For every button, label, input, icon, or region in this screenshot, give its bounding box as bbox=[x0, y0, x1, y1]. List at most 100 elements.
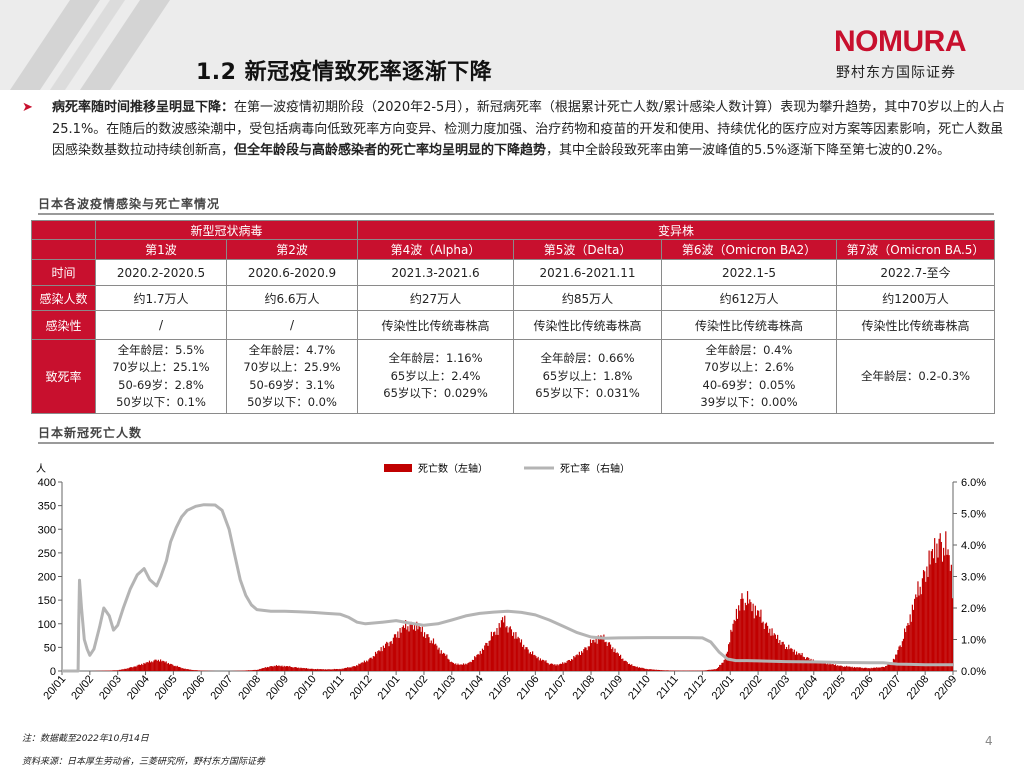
death-bar bbox=[765, 622, 768, 671]
fatality-line: 70岁以上：25.1% bbox=[112, 360, 210, 374]
death-bar bbox=[891, 662, 893, 671]
death-bar bbox=[625, 660, 627, 671]
death-bar bbox=[286, 666, 289, 671]
death-bar bbox=[323, 669, 325, 671]
x-tick-label: 20/01 bbox=[41, 673, 68, 702]
death-bar bbox=[878, 667, 880, 671]
death-bar bbox=[632, 665, 634, 671]
table-cell: 约1.7万人 bbox=[95, 285, 227, 311]
death-bar bbox=[466, 664, 468, 671]
death-bar bbox=[553, 664, 555, 671]
death-bar bbox=[506, 626, 508, 671]
death-bar bbox=[654, 669, 656, 671]
death-bar bbox=[273, 665, 275, 671]
death-bar bbox=[651, 669, 653, 671]
table-cell: / bbox=[95, 310, 227, 340]
death-bar bbox=[587, 646, 589, 671]
death-bar bbox=[290, 666, 292, 671]
death-bar bbox=[948, 555, 950, 671]
death-bar bbox=[591, 642, 593, 671]
x-tick-label: 21/12 bbox=[682, 673, 709, 702]
death-bar bbox=[724, 658, 726, 671]
death-bar bbox=[597, 635, 599, 671]
death-bar bbox=[847, 666, 849, 671]
death-bar bbox=[456, 664, 458, 671]
death-bar bbox=[906, 625, 908, 671]
death-bar bbox=[726, 651, 729, 671]
death-bar bbox=[133, 666, 135, 671]
death-bar bbox=[259, 668, 261, 671]
death-bar bbox=[577, 655, 579, 671]
death-bar bbox=[508, 627, 510, 671]
death-bar bbox=[431, 643, 433, 671]
table-row: 致死率 全年龄层：5.5% 70岁以上：25.1% 50-69岁：2.8% 50… bbox=[31, 339, 996, 414]
death-bar bbox=[406, 629, 408, 671]
death-bar bbox=[838, 666, 840, 671]
death-bar bbox=[557, 665, 559, 671]
death-bar bbox=[426, 634, 428, 671]
row-label: 感染性 bbox=[31, 310, 96, 340]
death-bar bbox=[899, 645, 901, 671]
death-bar bbox=[487, 645, 489, 671]
death-bar bbox=[926, 566, 928, 671]
death-bar bbox=[662, 670, 664, 671]
death-bar bbox=[851, 666, 853, 671]
death-bar bbox=[869, 668, 871, 671]
death-bar bbox=[566, 661, 568, 671]
death-bar bbox=[853, 666, 856, 671]
death-bar bbox=[271, 666, 273, 671]
death-bar bbox=[596, 643, 598, 671]
death-bar bbox=[412, 629, 415, 671]
death-bar bbox=[519, 642, 521, 671]
death-bar bbox=[435, 643, 437, 671]
death-bar bbox=[544, 661, 546, 671]
death-bar bbox=[929, 564, 931, 671]
death-bar bbox=[723, 659, 725, 671]
x-tick-label: 20/05 bbox=[153, 673, 180, 702]
death-bar bbox=[514, 638, 516, 671]
death-bar bbox=[646, 669, 648, 671]
death-bar bbox=[421, 626, 423, 671]
death-bar bbox=[420, 631, 422, 671]
death-bar bbox=[455, 663, 457, 671]
death-bar bbox=[460, 664, 462, 671]
x-tick-label: 22/02 bbox=[738, 673, 765, 702]
table-row: 感染人数 约1.7万人 约6.6万人 约27万人 约85万人 约612万人 约1… bbox=[31, 285, 996, 311]
death-bar bbox=[417, 629, 419, 671]
death-bar bbox=[773, 633, 775, 671]
death-bar bbox=[877, 667, 879, 671]
death-bar bbox=[619, 654, 622, 671]
death-bar bbox=[325, 669, 328, 671]
death-bar bbox=[717, 667, 720, 671]
death-bar bbox=[163, 661, 165, 671]
death-bar bbox=[756, 610, 759, 671]
death-bar bbox=[739, 610, 741, 671]
death-bar bbox=[143, 662, 145, 671]
death-bar bbox=[865, 667, 867, 671]
death-bar bbox=[459, 664, 461, 671]
death-bar bbox=[123, 669, 125, 671]
death-bar bbox=[491, 636, 494, 671]
death-bar bbox=[175, 666, 177, 671]
death-bar bbox=[358, 663, 360, 671]
death-bar bbox=[789, 649, 791, 671]
death-bar bbox=[329, 669, 331, 671]
section-divider bbox=[38, 442, 994, 444]
death-bar bbox=[900, 647, 902, 671]
death-bar bbox=[703, 670, 705, 671]
death-bar bbox=[307, 668, 309, 671]
death-bar bbox=[722, 662, 724, 671]
summary-bullet: 病死率随时间推移呈明显下降：在第一波疫情初期阶段（2020年2-5月），新冠病死… bbox=[52, 97, 1012, 162]
bullet-bold-lead: 病死率随时间推移呈明显下降： bbox=[52, 100, 235, 115]
death-bar bbox=[467, 663, 469, 671]
x-tick-label: 22/05 bbox=[821, 673, 848, 702]
death-bar bbox=[803, 657, 805, 671]
death-bar bbox=[177, 666, 180, 671]
death-bar bbox=[521, 646, 524, 671]
x-tick-label: 22/01 bbox=[710, 673, 737, 702]
death-bar bbox=[716, 668, 719, 671]
death-bar bbox=[573, 655, 575, 671]
death-bar bbox=[436, 645, 438, 671]
death-bar bbox=[879, 667, 881, 671]
table-cell: 2022.7-至今 bbox=[836, 259, 996, 286]
